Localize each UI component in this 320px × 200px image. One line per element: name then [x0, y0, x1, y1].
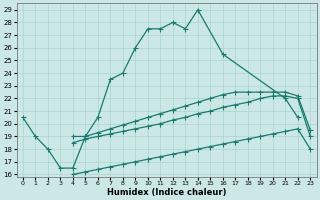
- X-axis label: Humidex (Indice chaleur): Humidex (Indice chaleur): [107, 188, 226, 197]
